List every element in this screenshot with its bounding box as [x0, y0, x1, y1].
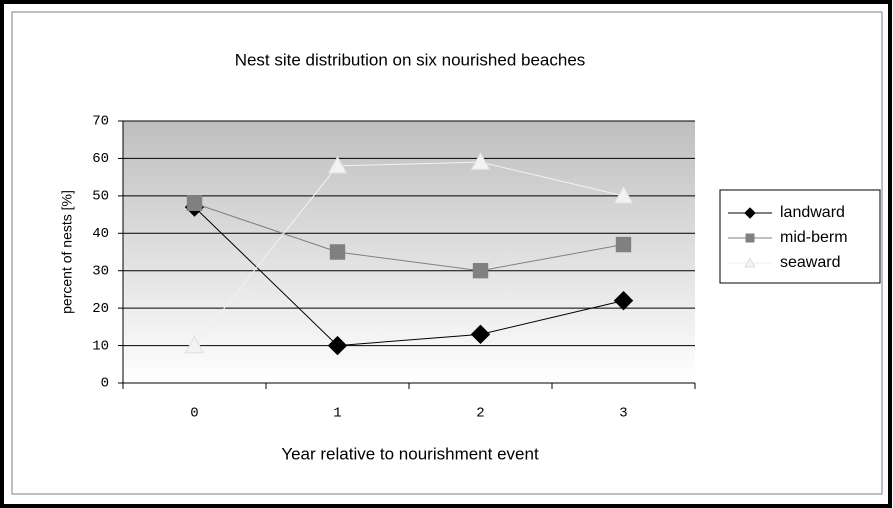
x-tick-label: 0 [190, 406, 198, 422]
marker [613, 290, 634, 311]
marker [470, 152, 491, 170]
marker [744, 207, 756, 219]
y-tick-label: 50 [92, 189, 109, 205]
marker [329, 244, 346, 260]
chart-title: Nest site distribution on six nourished … [235, 50, 586, 69]
x-tick-label: 2 [476, 406, 484, 422]
legend-label: seaward [780, 254, 840, 271]
marker [184, 335, 205, 354]
y-tick-label: 70 [92, 114, 109, 130]
series-line [194, 206, 624, 347]
marker [613, 185, 634, 204]
x-tick-label: 3 [619, 406, 627, 422]
x-tick-label: 1 [333, 406, 341, 422]
y-tick-label: 10 [92, 338, 109, 354]
marker [186, 195, 203, 212]
legend-label: mid-berm [780, 229, 848, 246]
y-axis-label: percent of nests [%] [59, 190, 75, 314]
y-tick-label: 30 [92, 263, 109, 279]
x-axis-label: Year relative to nourishment event [281, 444, 539, 463]
y-tick-label: 0 [101, 376, 109, 392]
series-line [194, 161, 624, 346]
marker [327, 335, 348, 356]
marker [745, 233, 755, 243]
y-tick-label: 60 [92, 151, 109, 167]
marker [470, 324, 491, 345]
plot-area [123, 121, 695, 383]
marker [744, 256, 756, 268]
y-tick-label: 40 [92, 226, 109, 242]
legend-label: landward [780, 204, 845, 221]
y-tick-label: 20 [92, 301, 109, 317]
marker [615, 236, 632, 253]
marker [472, 263, 489, 279]
series-line [194, 202, 624, 272]
marker [327, 155, 348, 174]
